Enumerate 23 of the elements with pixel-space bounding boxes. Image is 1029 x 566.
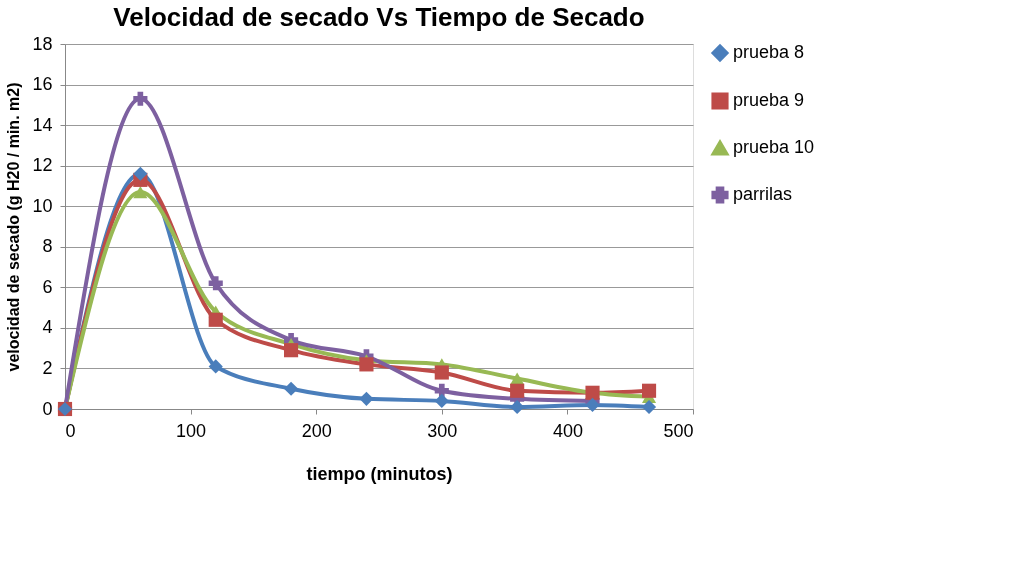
x-tick-label: 500 bbox=[663, 420, 694, 441]
y-tick-label: 10 bbox=[32, 195, 53, 216]
x-tick-label: 200 bbox=[301, 420, 332, 441]
legend-label: prueba 10 bbox=[733, 137, 815, 157]
y-tick-label: 12 bbox=[32, 155, 53, 176]
y-tick-label: 6 bbox=[42, 276, 53, 297]
legend-label: prueba 9 bbox=[733, 90, 805, 110]
y-tick-label: 4 bbox=[42, 317, 53, 338]
y-axis-title: velocidad de secado (g H20 / min. m2) bbox=[5, 82, 23, 372]
x-tick-label: 300 bbox=[427, 420, 458, 441]
y-tick-label: 14 bbox=[32, 114, 53, 135]
x-axis-title: tiempo (minutos) bbox=[306, 463, 453, 484]
x-tick-label: 400 bbox=[552, 420, 583, 441]
legend-label: parrilas bbox=[733, 184, 793, 204]
x-tick-label: 0 bbox=[65, 420, 76, 441]
y-tick-label: 16 bbox=[32, 74, 53, 95]
chart-title: Velocidad de secado Vs Tiempo de Secado bbox=[113, 2, 645, 32]
y-tick-label: 18 bbox=[32, 33, 53, 54]
y-tick-label: 8 bbox=[42, 236, 53, 257]
y-tick-label: 0 bbox=[42, 398, 53, 419]
legend-label: prueba 8 bbox=[733, 42, 805, 62]
y-tick-label: 2 bbox=[42, 357, 53, 378]
x-tick-label: 100 bbox=[176, 420, 207, 441]
